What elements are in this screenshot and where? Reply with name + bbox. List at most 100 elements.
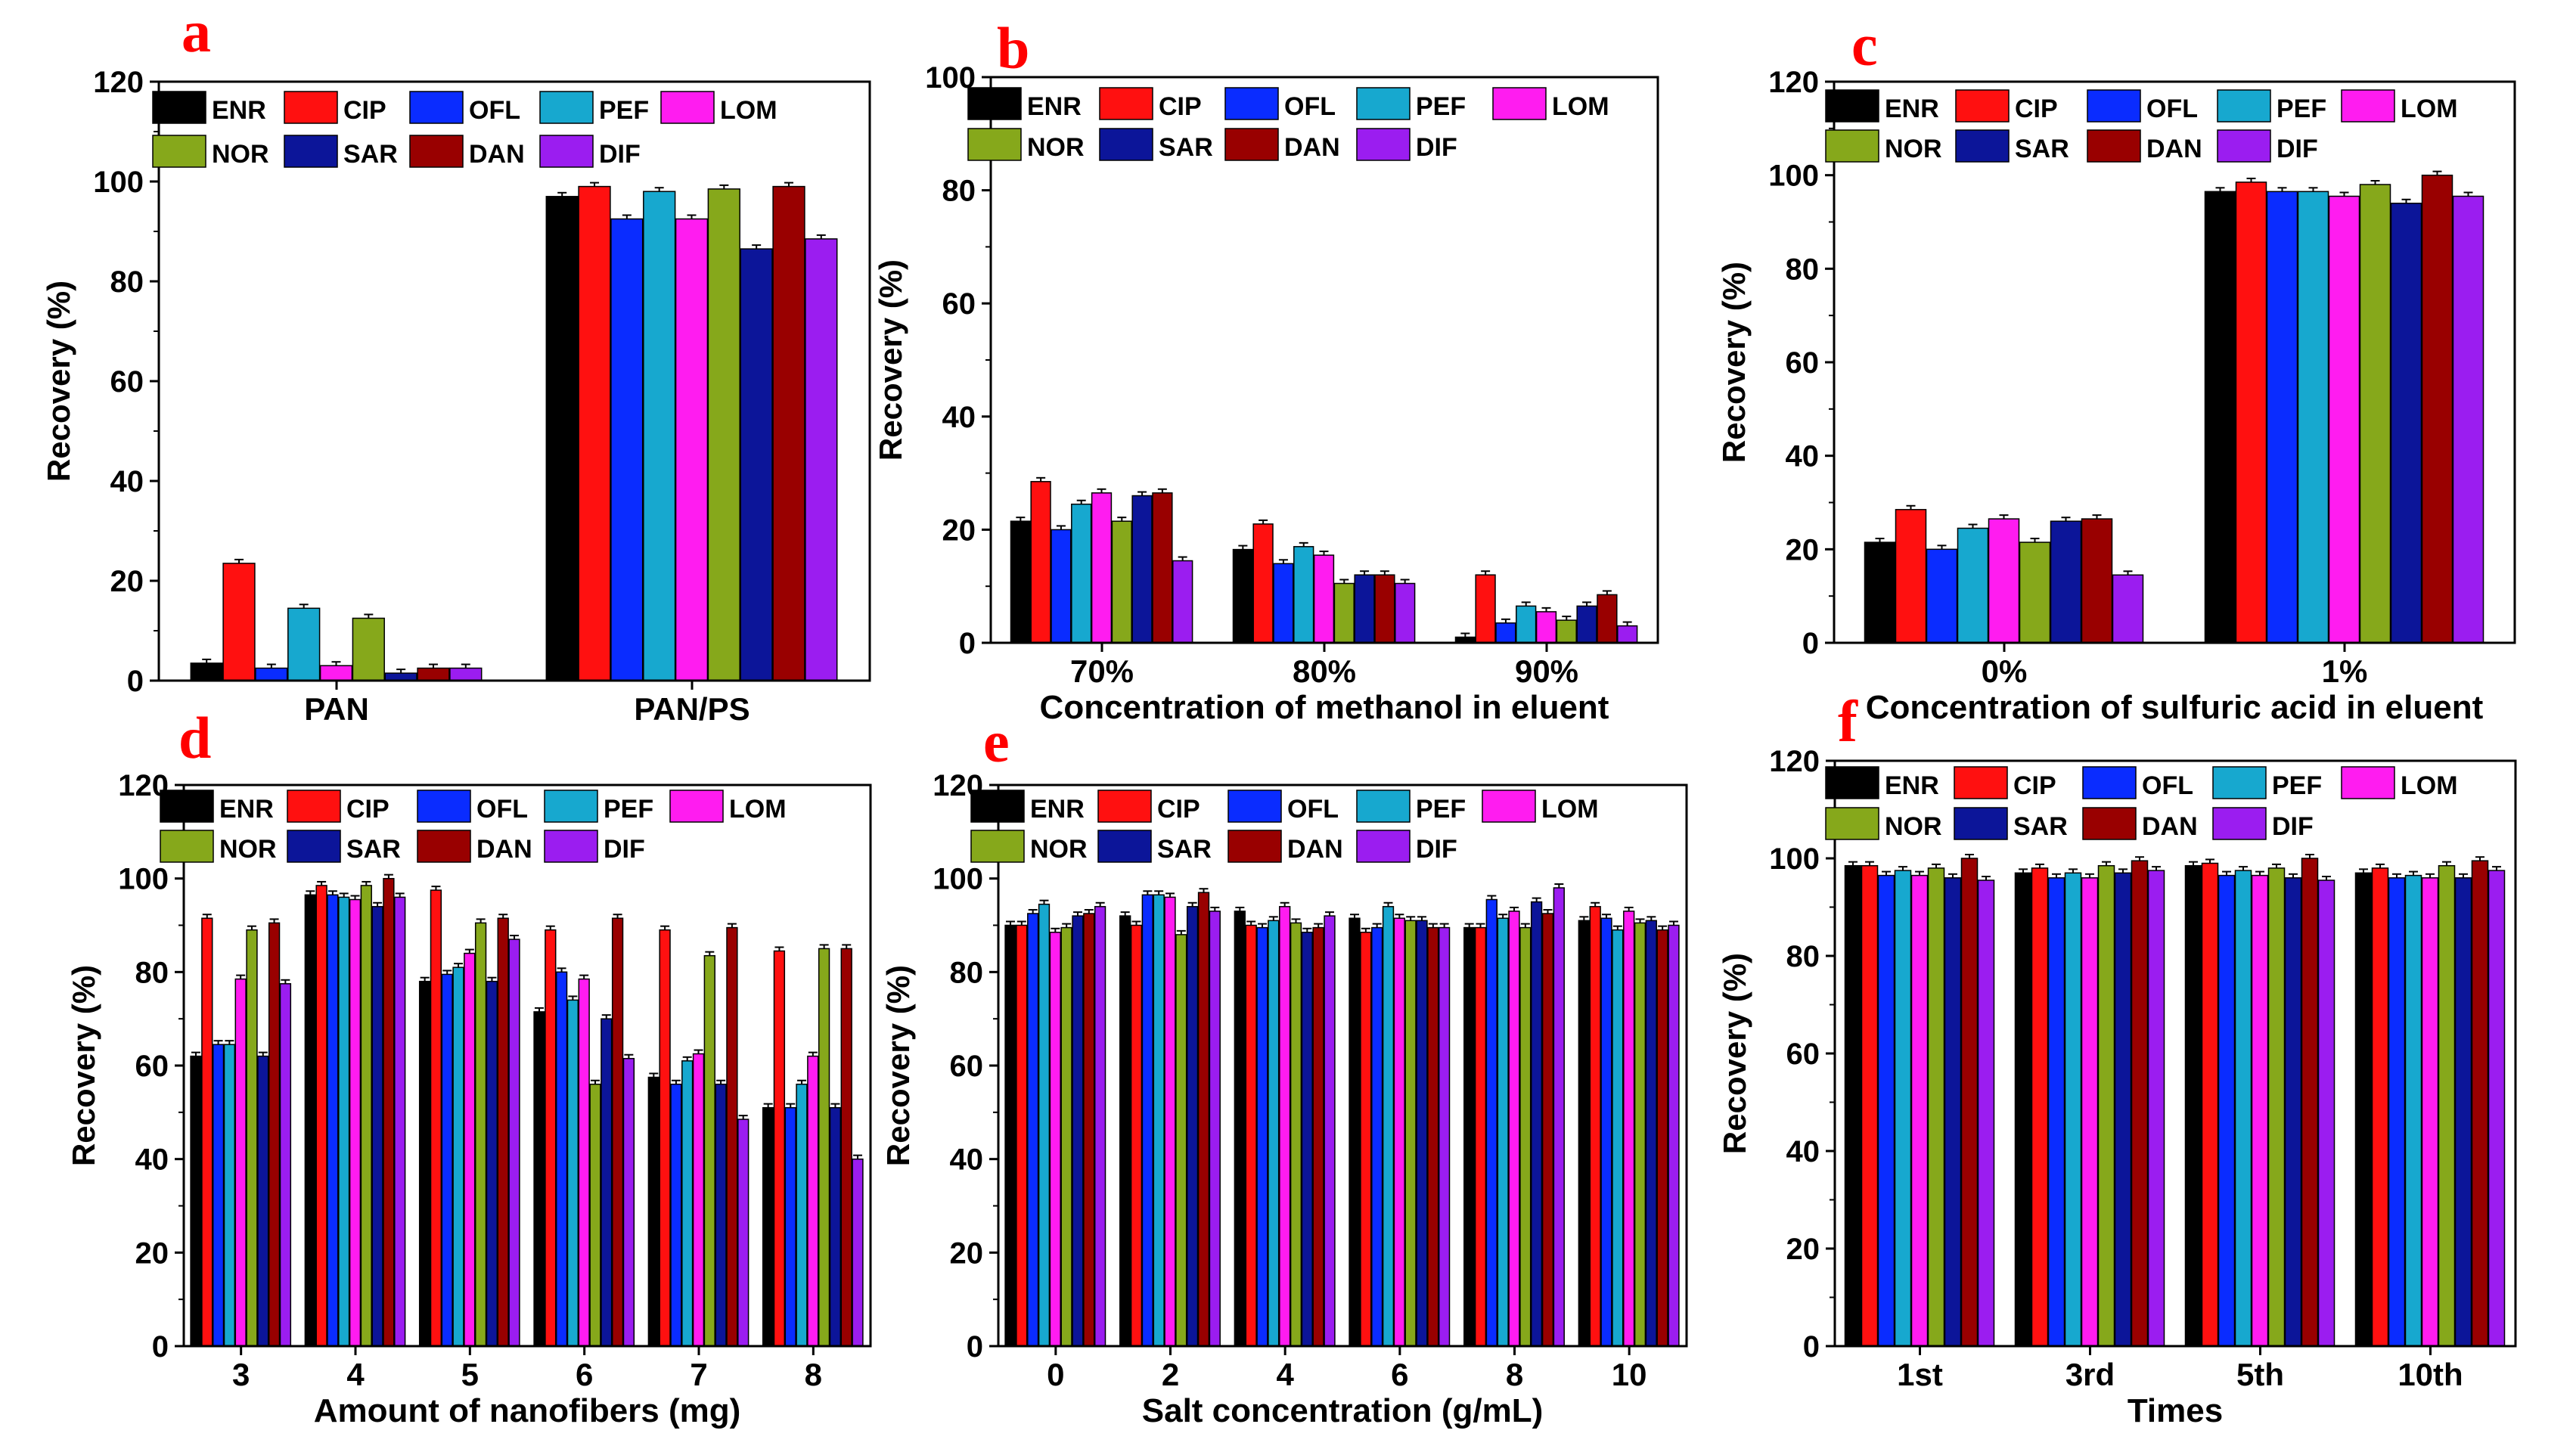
bar-sar — [1645, 920, 1657, 1347]
y-tick-label: 80 — [1786, 940, 1820, 973]
legend-label-sar: SAR — [2013, 812, 2068, 841]
bar-dan — [2081, 518, 2113, 644]
bar-dif — [1617, 625, 1638, 644]
bar-nor — [1927, 867, 1945, 1347]
legend-swatch-dan — [2082, 807, 2137, 840]
y-tick-label: 20 — [950, 1236, 984, 1270]
bar-enr — [1234, 911, 1246, 1347]
legend-label-cip: CIP — [2013, 771, 2056, 800]
bar-dif — [508, 939, 520, 1347]
bar-enr — [304, 894, 316, 1347]
bar-pef — [643, 191, 676, 681]
bar-cip — [2031, 867, 2049, 1347]
bar-pef — [566, 999, 579, 1347]
bar-dif — [1172, 560, 1193, 644]
legend-label-pef: PEF — [1416, 92, 1466, 121]
bar-pef — [1957, 527, 1989, 644]
y-tick-label: 80 — [135, 956, 169, 989]
x-tick-label: 3 — [232, 1357, 250, 1392]
bar-dan — [1197, 892, 1210, 1347]
y-tick-label: 100 — [93, 166, 144, 199]
bar-nor — [2267, 867, 2286, 1347]
bar-cip — [773, 950, 786, 1347]
bar-nor — [2097, 864, 2115, 1347]
bar-ofl — [2266, 191, 2298, 644]
bar-nor — [1060, 926, 1072, 1347]
bar-dif — [1395, 582, 1416, 644]
y-tick-label: 40 — [1786, 1135, 1820, 1168]
legend-label-dan: DAN — [1287, 835, 1343, 864]
bar-cip — [1360, 932, 1372, 1347]
bar-dif — [2112, 574, 2144, 644]
y-tick-label: 20 — [1786, 533, 1820, 566]
legend-label-pef: PEF — [2272, 771, 2322, 800]
y-tick-label: 100 — [118, 863, 169, 896]
bar-ofl — [1877, 874, 1895, 1347]
bar-enr — [1010, 520, 1032, 644]
y-tick-label: 100 — [1768, 160, 1819, 193]
x-tick-label: 8 — [1506, 1357, 1523, 1392]
bar-ofl — [1371, 926, 1383, 1347]
legend-label-cip: CIP — [346, 795, 390, 824]
bar-cip — [1474, 926, 1487, 1347]
bar-cip — [1030, 481, 1051, 644]
bar-dan — [2301, 858, 2319, 1347]
legend-swatch-ofl — [2087, 89, 2141, 123]
bar-pef — [2234, 870, 2252, 1347]
bar-dif — [622, 1057, 635, 1347]
bar-enr — [2014, 872, 2032, 1347]
legend-swatch-lom — [669, 790, 724, 823]
legend-swatch-sar — [1097, 830, 1152, 863]
bar-pef — [338, 896, 350, 1347]
bar-dan — [1541, 913, 1554, 1347]
bar-ofl — [610, 218, 644, 681]
bar-nor — [818, 948, 830, 1347]
legend-swatch-pef — [1356, 790, 1411, 823]
bar-dan — [772, 185, 805, 681]
panel-letter: f — [1838, 688, 1858, 754]
bar-sar — [1576, 605, 1597, 644]
y-tick-label: 20 — [135, 1236, 169, 1270]
legend-swatch-nor — [160, 830, 214, 863]
x-axis-label: Concentration of methanol in eluent — [1040, 689, 1609, 726]
legend-swatch-sar — [287, 830, 341, 863]
bar-ofl — [212, 1044, 225, 1347]
legend-swatch-cip — [284, 91, 338, 124]
legend-label-sar: SAR — [2015, 135, 2069, 163]
legend-label-dan: DAN — [476, 835, 532, 864]
bar-ofl — [2047, 877, 2065, 1347]
bar-ofl — [255, 667, 288, 681]
bar-sar — [2114, 872, 2132, 1347]
legend-label-pef: PEF — [1416, 795, 1466, 824]
y-tick-label: 0 — [967, 1330, 983, 1364]
legend-swatch-sar — [1099, 128, 1153, 161]
legend-swatch-nor — [970, 830, 1025, 863]
bar-dan — [417, 667, 450, 681]
bar-dan — [726, 926, 738, 1347]
x-tick-label: PAN/PS — [634, 691, 750, 727]
y-tick-label: 120 — [93, 66, 144, 99]
bar-sar — [1131, 495, 1153, 644]
bar-dif — [1438, 926, 1451, 1347]
x-axis-label: Salt concentration (g/mL) — [1142, 1392, 1543, 1429]
bar-sar — [1416, 920, 1428, 1347]
bar-dif — [1094, 906, 1106, 1347]
bar-ofl — [1926, 548, 1958, 644]
bar-sar — [1301, 932, 1313, 1347]
bar-pef — [796, 1083, 808, 1347]
legend-label-dif: DIF — [1416, 133, 1457, 162]
bar-lom — [1164, 896, 1176, 1347]
bar-lom — [2081, 877, 2099, 1347]
bar-enr — [533, 1011, 545, 1347]
bar-sar — [1944, 877, 1962, 1347]
y-tick-label: 60 — [950, 1050, 984, 1083]
x-tick-label: 6 — [576, 1357, 593, 1392]
bar-pef — [1516, 605, 1537, 644]
bar-ofl — [1256, 926, 1268, 1347]
bar-sar — [1530, 901, 1543, 1347]
bar-nor — [474, 922, 487, 1347]
bar-pef — [1038, 903, 1051, 1347]
x-tick-label: 2 — [1162, 1357, 1179, 1392]
bar-cip — [1130, 924, 1143, 1347]
x-tick-label: 7 — [690, 1357, 707, 1392]
